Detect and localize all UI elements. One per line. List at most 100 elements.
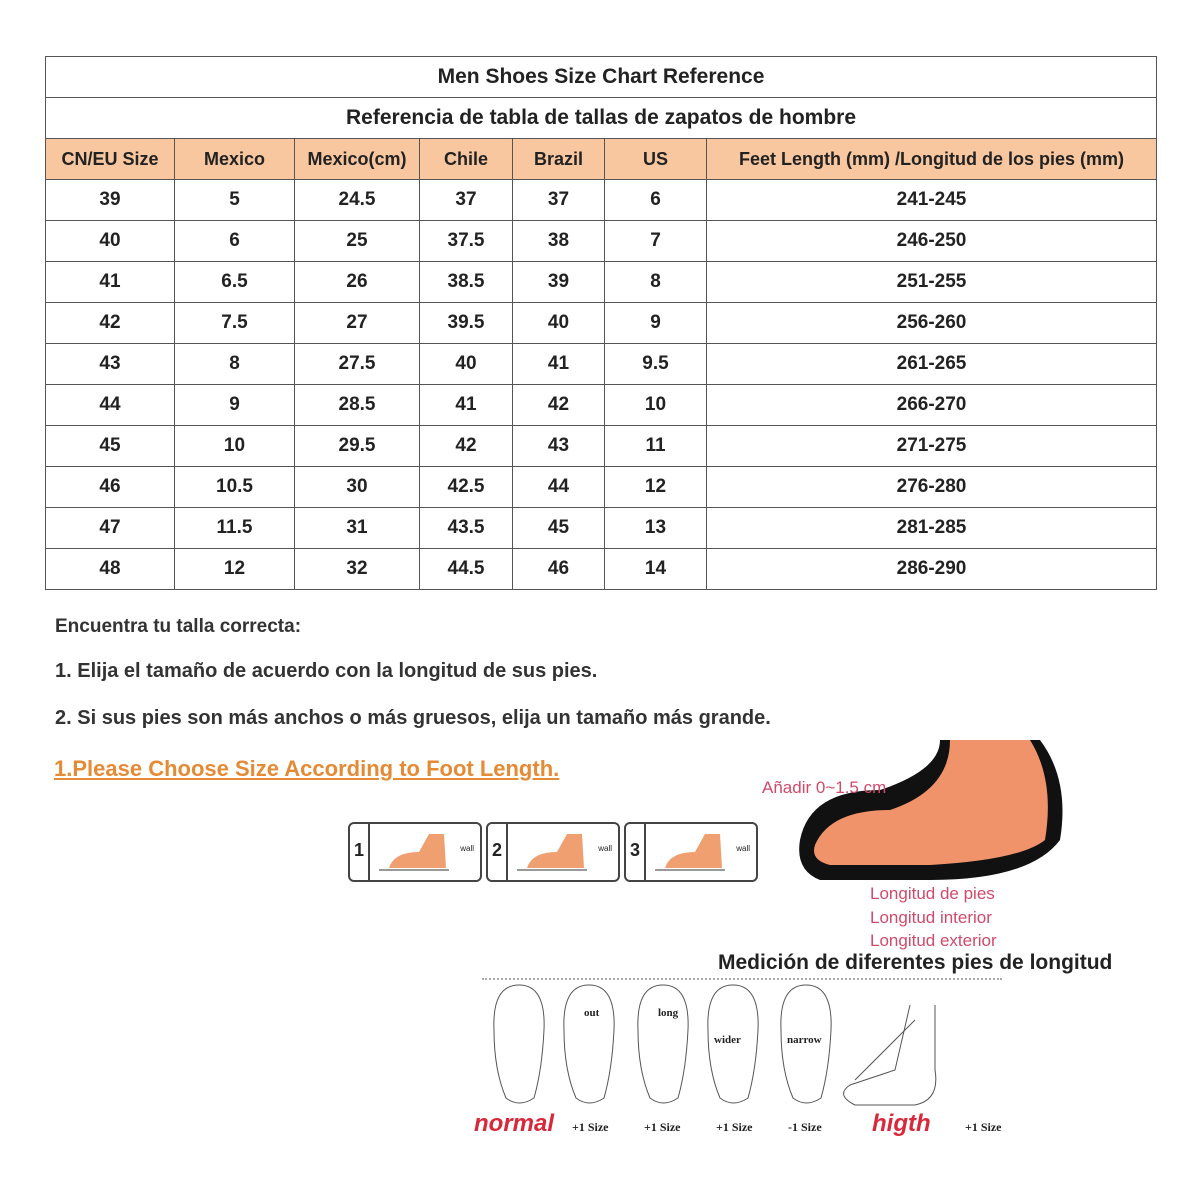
table-cell: 32 [294,548,420,590]
step-number: 2 [492,840,503,860]
table-cell: 9.5 [604,343,707,385]
column-header: Feet Length (mm) /Longitud de los pies (… [706,138,1157,180]
column-header: CN/EU Size [45,138,175,180]
foot-type-label: narrow [787,1034,822,1046]
table-cell: 6.5 [174,261,295,303]
table-cell: 8 [604,261,707,303]
wall-label: wall [460,844,474,853]
size-adjust-label: +1 Size [716,1120,753,1134]
table-cell: 9 [174,384,295,426]
step-number: 1 [354,840,365,860]
foot-outline-icon [493,984,545,1104]
table-cell: 276-280 [706,466,1157,508]
table-cell: 13 [604,507,707,549]
wall-label: wall [736,844,750,853]
size-adjust-label: +1 Size [644,1120,681,1134]
foot-measure-icon [517,834,587,871]
table-cell: 8 [174,343,295,385]
foot-measure-icon [655,834,725,871]
size-adjust-label: -1 Size [788,1120,822,1134]
table-cell: 6 [174,220,295,262]
table-cell: 27.5 [294,343,420,385]
size-chart-table: Men Shoes Size Chart Reference Referenci… [45,56,1157,590]
table-cell: 38.5 [419,261,513,303]
table-cell: 246-250 [706,220,1157,262]
divider [482,978,1002,980]
table-cell: 42 [512,384,605,426]
table-cell: 41 [419,384,513,426]
add-length-label: Añadir 0~1.5 cm [762,778,887,797]
shoe-diagram-illustration [799,740,1063,880]
outer-length-label: Longitud exterior [870,931,997,950]
table-cell: 6 [604,179,707,221]
table-cell: 42 [45,302,175,344]
table-cell: 266-270 [706,384,1157,426]
table-cell: 40 [45,220,175,262]
table-cell: 7.5 [174,302,295,344]
table-row: 40 6 25 37.5 38 7 246-250 [45,220,1157,262]
column-header: US [604,138,707,180]
divider [506,824,508,880]
table-cell: 27 [294,302,420,344]
column-header: Mexico(cm) [294,138,420,180]
foot-length-label: Longitud de pies [870,884,995,903]
feet-section-title: Medición de diferentes pies de longitud [718,951,1113,974]
table-cell: 24.5 [294,179,420,221]
table-cell: 44 [45,384,175,426]
table-cell: 281-285 [706,507,1157,549]
table-cell: 41 [45,261,175,303]
table-cell: 28.5 [294,384,420,426]
table-cell: 241-245 [706,179,1157,221]
table-cell: 286-290 [706,548,1157,590]
column-header: Brazil [512,138,605,180]
table-cell: 12 [174,548,295,590]
foot-measure-icon [379,834,449,871]
inner-length-label: Longitud interior [870,908,992,927]
table-row: 43 8 27.5 40 41 9.5 261-265 [45,343,1157,385]
instruction-step-2: 2. Si sus pies son más anchos o más grue… [55,707,771,729]
column-header: Chile [419,138,513,180]
table-cell: 45 [45,425,175,467]
table-cell: 5 [174,179,295,221]
table-cell: 48 [45,548,175,590]
table-cell: 37 [512,179,605,221]
table-cell: 271-275 [706,425,1157,467]
table-cell: 29.5 [294,425,420,467]
table-cell: 37 [419,179,513,221]
table-cell: 25 [294,220,420,262]
table-cell: 43 [45,343,175,385]
table-cell: 45 [512,507,605,549]
table-cell: 12 [604,466,707,508]
foot-type-label: out [584,1007,600,1019]
normal-label: normal [474,1110,555,1137]
measure-step-1: 1 wall [348,822,482,882]
instructions-heading: Encuentra tu talla correcta: [55,616,302,637]
table-row: 47 11.5 31 43.5 45 13 281-285 [45,507,1157,549]
table-cell: 46 [45,466,175,508]
wall-label: wall [598,844,612,853]
table-cell: 256-260 [706,302,1157,344]
table-cell: 10.5 [174,466,295,508]
table-cell: 31 [294,507,420,549]
table-cell: 46 [512,548,605,590]
table-cell: 40 [512,302,605,344]
table-cell: 39 [512,261,605,303]
header-row: CN/EU Size Mexico Mexico(cm) Chile Brazil US F… [45,138,1157,180]
foot-outline-icon [780,984,832,1104]
foot-outline-icon [707,984,759,1104]
table-cell: 44 [512,466,605,508]
measure-step-2: 2 wall [486,822,620,882]
table-row: 48 12 32 44.5 46 14 286-290 [45,548,1157,590]
step-number: 3 [630,840,641,860]
foot-type-label: long [658,1007,679,1019]
table-row: 41 6.5 26 38.5 39 8 251-255 [45,261,1157,303]
choose-size-heading: 1.Please Choose Size According to Foot L… [54,756,560,781]
table-cell: 37.5 [419,220,513,262]
high-size-label: +1 Size [965,1120,1002,1134]
table-cell: 38 [512,220,605,262]
table-cell: 39 [45,179,175,221]
measure-step-3: 3 wall [624,822,758,882]
table-subtitle: Referencia de tabla de tallas de zapatos… [45,97,1157,139]
table-cell: 41 [512,343,605,385]
table-cell: 42.5 [419,466,513,508]
